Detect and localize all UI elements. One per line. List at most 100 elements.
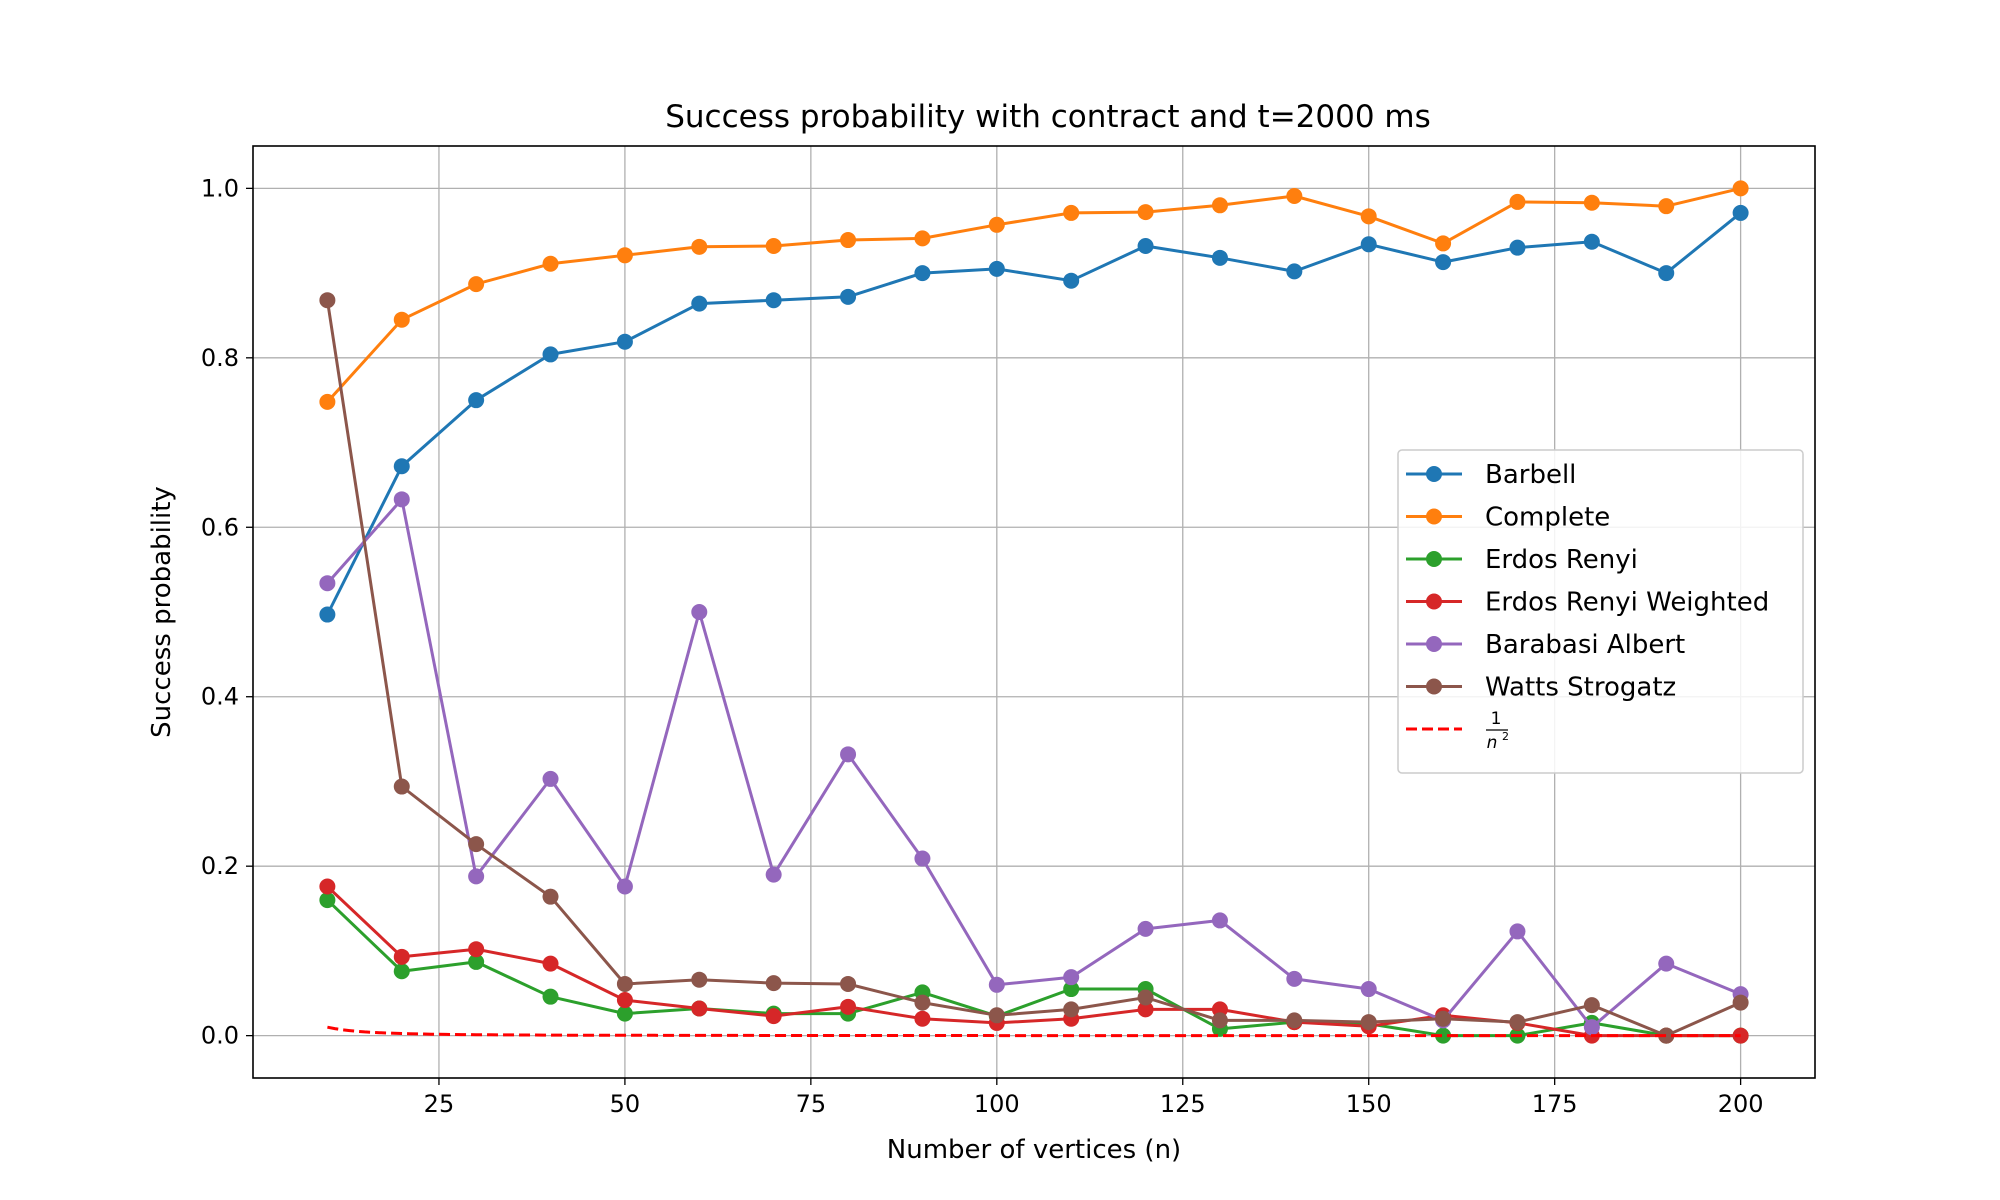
data-point <box>840 232 857 249</box>
data-point <box>765 237 782 254</box>
data-point <box>1286 1012 1303 1029</box>
data-point <box>1509 923 1526 940</box>
data-point <box>988 260 1005 277</box>
data-point <box>616 992 633 1009</box>
data-point <box>765 975 782 992</box>
legend-fraction-exponent: 2 <box>1502 730 1509 743</box>
data-point <box>319 606 336 623</box>
data-point <box>691 1000 708 1017</box>
data-point <box>1509 193 1526 210</box>
legend-entry: Watts Strogatz <box>1406 673 1676 703</box>
data-point <box>1137 237 1154 254</box>
data-point <box>691 604 708 620</box>
data-point <box>1583 233 1600 250</box>
data-point <box>616 975 633 992</box>
series-line <box>326 186 1741 403</box>
data-point <box>393 963 410 980</box>
data-point <box>1286 187 1303 204</box>
data-point <box>1360 236 1377 253</box>
legend-fraction-numerator: 1 <box>1491 709 1502 729</box>
data-point <box>840 288 857 305</box>
data-point <box>1732 180 1749 197</box>
series-line <box>325 299 1742 1038</box>
legend-entry-reference: 1 n 2 <box>1406 709 1509 753</box>
data-point <box>1211 1001 1228 1018</box>
data-point <box>542 770 559 787</box>
data-point <box>319 878 336 895</box>
data-point <box>1732 994 1749 1011</box>
data-point <box>1435 235 1452 252</box>
y-tick-label: 0.8 <box>201 344 239 372</box>
data-point <box>914 1010 931 1027</box>
reference-curve-line <box>327 1025 1741 1038</box>
legend-entry: Erdos Renyi <box>1406 545 1638 575</box>
data-point <box>542 346 559 363</box>
data-point <box>1583 1019 1600 1036</box>
y-tick-label: 0.6 <box>201 513 239 541</box>
series-line <box>326 497 1742 1029</box>
data-point <box>1658 1027 1675 1044</box>
data-point <box>840 975 857 992</box>
data-point <box>914 850 931 867</box>
data-point <box>1658 198 1675 215</box>
data-point <box>691 971 708 988</box>
x-axis-title: Number of vertices (n) <box>887 1135 1181 1165</box>
data-point <box>393 778 410 795</box>
data-point <box>1435 1010 1452 1027</box>
legend-swatch-marker <box>1426 593 1442 610</box>
legend-entry: Barabasi Albert <box>1406 630 1685 660</box>
data-point <box>840 998 857 1015</box>
data-point <box>319 292 336 309</box>
x-tick-label: 100 <box>974 1090 1020 1118</box>
data-point <box>616 333 633 350</box>
data-point <box>1063 1001 1080 1018</box>
data-point <box>393 458 410 475</box>
x-tick-label: 25 <box>424 1090 455 1118</box>
data-point <box>914 230 931 247</box>
data-point <box>542 255 559 272</box>
data-point <box>1583 997 1600 1014</box>
y-tick-label: 1.0 <box>201 174 239 202</box>
x-tick-label: 50 <box>610 1090 641 1118</box>
series-watts-strogatz <box>319 292 1749 1044</box>
legend-label: Erdos Renyi Weighted <box>1485 588 1769 618</box>
y-tick-label: 0.2 <box>201 852 239 880</box>
data-point <box>765 866 782 883</box>
data-point <box>765 292 782 309</box>
series-complete <box>319 180 1749 410</box>
legend-box <box>1397 449 1804 774</box>
legend-label: Barabasi Albert <box>1485 630 1685 660</box>
data-point <box>1137 204 1154 221</box>
legend-label: Erdos Renyi <box>1485 545 1638 575</box>
legend-swatch-marker <box>1426 678 1442 695</box>
data-point <box>914 994 931 1011</box>
data-point <box>1732 1027 1749 1044</box>
data-point <box>1137 989 1154 1006</box>
x-tick-label: 175 <box>1532 1090 1578 1118</box>
data-point <box>1137 1001 1154 1018</box>
legend-swatch-marker <box>1426 551 1442 567</box>
y-axis-title: Success probability <box>147 486 177 738</box>
data-point <box>840 746 857 763</box>
data-point <box>988 976 1005 993</box>
data-point <box>1063 272 1080 289</box>
legend-fraction-denominator: n <box>1487 733 1498 753</box>
data-point <box>1211 912 1228 929</box>
data-point <box>616 247 633 264</box>
data-point <box>319 393 336 410</box>
data-point <box>468 392 485 409</box>
data-point <box>616 1005 633 1022</box>
data-point <box>393 311 410 328</box>
x-tick-label: 150 <box>1346 1090 1392 1118</box>
data-point <box>1435 1027 1452 1044</box>
y-tick-label: 0.4 <box>201 683 239 711</box>
data-point <box>1360 981 1377 998</box>
data-point <box>468 941 485 958</box>
legend-swatch-marker <box>1426 636 1442 652</box>
data-point <box>1583 194 1600 211</box>
data-point <box>1063 204 1080 221</box>
data-point <box>1732 204 1749 221</box>
data-point <box>616 878 633 895</box>
data-point <box>1360 1014 1377 1031</box>
